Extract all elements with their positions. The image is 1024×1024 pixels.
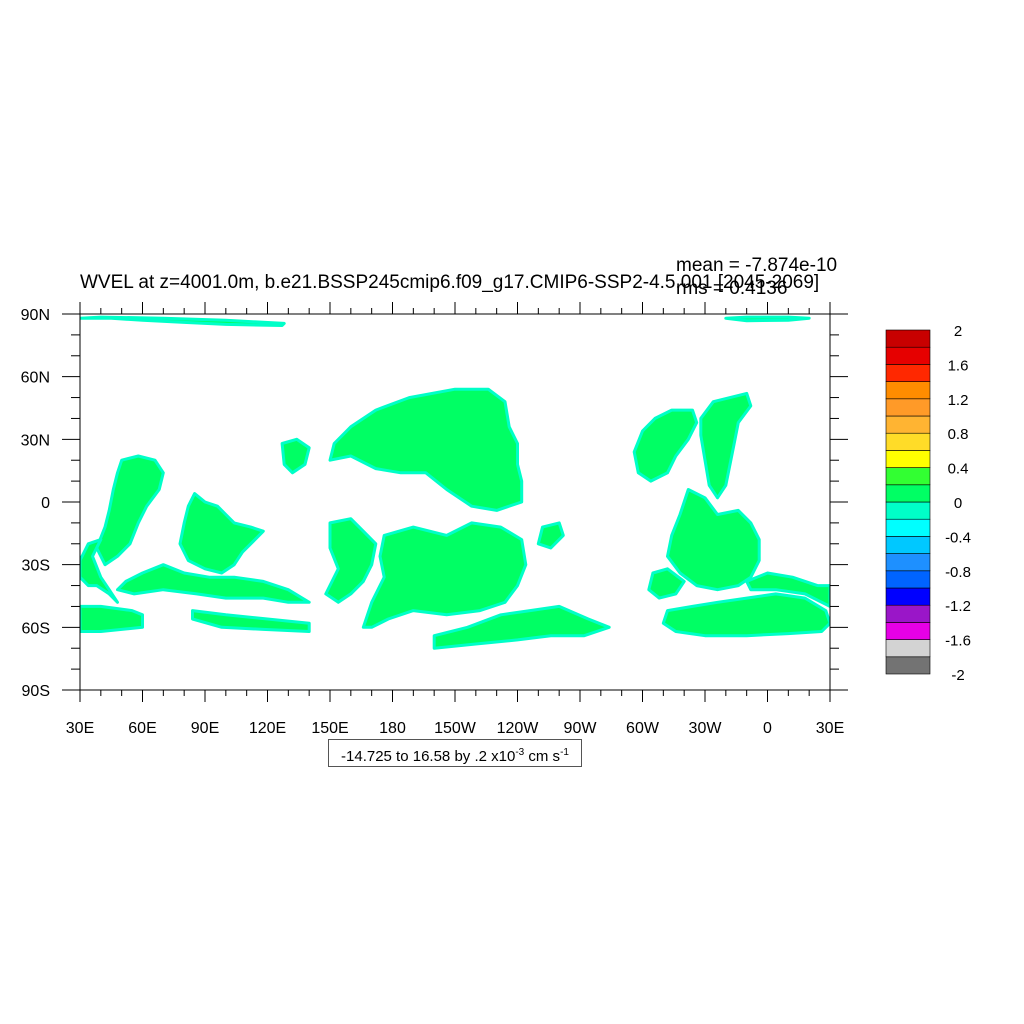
colorbar-box <box>885 604 931 623</box>
colorbar-box <box>885 398 931 417</box>
rms-statistic: rms = 0.4136 <box>676 278 788 299</box>
colorbar-box <box>885 622 931 640</box>
basin <box>536 521 565 550</box>
x-tick-label: 60E <box>128 720 156 737</box>
basin <box>191 609 311 633</box>
colorbar-box <box>885 570 931 589</box>
colorbar-label: -1.2 <box>945 598 971 615</box>
basin <box>699 391 753 500</box>
y-tick-label: 60N <box>21 370 50 387</box>
x-tick-label: 0 <box>763 720 772 737</box>
x-tick-label: 150E <box>311 720 348 737</box>
colorbar-box <box>885 484 931 503</box>
x-tick-label: 30E <box>816 720 844 737</box>
colorbar-box <box>885 432 931 451</box>
colorbar-box <box>885 656 931 675</box>
colorbar-labels: 2 1.6 1.2 0.8 0.4 0 -0.4 -0.8 -1.2 -1.6 -2 <box>945 323 971 684</box>
colorbar-label: 0.8 <box>948 426 969 443</box>
colorbar-box <box>885 518 931 537</box>
basin <box>647 567 686 600</box>
colorbar-box <box>885 346 931 365</box>
axes: 30E 60E 90E 120E 150E 180 150W 120W 90W 60W 30W 0 30… <box>21 302 848 737</box>
mean-statistic: mean = -7.874e-10 <box>676 255 838 276</box>
basin <box>80 604 144 633</box>
colorbar-box <box>885 329 931 348</box>
colorbar-box <box>885 639 931 658</box>
colorbar-label: -1.6 <box>945 633 971 650</box>
basin <box>361 521 528 629</box>
y-tick-label: 90S <box>22 683 50 700</box>
colorbar-label: -2 <box>951 667 964 684</box>
x-tick-label: 30E <box>66 720 94 737</box>
colorbar-box <box>885 587 931 606</box>
colorbar-box <box>885 467 931 486</box>
colorbar-box <box>885 501 931 520</box>
colorbar-box <box>885 381 931 400</box>
basin <box>632 408 699 483</box>
colorbar-label: -0.4 <box>945 529 971 546</box>
colorbar-label: 0.4 <box>948 461 969 478</box>
x-tick-label: 90W <box>564 720 598 737</box>
basin <box>745 571 830 608</box>
basin <box>280 437 311 475</box>
basin <box>661 592 830 638</box>
y-tick-label: 30N <box>21 432 50 449</box>
x-tick-label: 150W <box>434 720 477 737</box>
x-tick-label: 60W <box>626 720 660 737</box>
x-tick-label: 90E <box>191 720 219 737</box>
y-tick-label: 60S <box>22 620 50 637</box>
basin <box>116 563 311 604</box>
colorbar-box <box>885 553 931 572</box>
y-tick-label: 0 <box>41 495 50 512</box>
x-tick-label: 120E <box>249 720 286 737</box>
colorbar-label: 0 <box>954 495 962 512</box>
basin <box>328 387 524 512</box>
ocean-field <box>80 315 830 650</box>
colorbar-box <box>885 536 931 554</box>
x-tick-label: 180 <box>379 720 406 737</box>
basin <box>95 454 165 567</box>
contour-info-text: -14.725 to 16.58 by .2 x10 <box>341 748 516 765</box>
colorbar-label: 1.2 <box>948 392 969 409</box>
chart-title: WVEL at z=4001.0m, b.e21.BSSP245cmip6.f0… <box>80 272 820 293</box>
basin <box>666 488 761 592</box>
x-tick-label: 30W <box>689 720 723 737</box>
x-tick-label: 120W <box>497 720 540 737</box>
colorbar-label: 2 <box>954 323 962 340</box>
colorbar-boxes <box>885 329 931 675</box>
colorbar-label: -0.8 <box>945 564 971 581</box>
contour-info-exponent: -3 <box>515 747 525 758</box>
colorbar-box <box>885 415 931 434</box>
y-tick-label: 30S <box>22 558 50 575</box>
y-tick-label: 90N <box>21 307 50 324</box>
basin <box>432 604 611 650</box>
basin <box>724 315 811 323</box>
colorbar-box <box>885 364 931 382</box>
basin <box>178 492 265 575</box>
contour-info-box: -14.725 to 16.58 by .2 x10-3 cm s-1 <box>328 739 582 767</box>
basin <box>324 517 378 604</box>
basin <box>80 315 286 327</box>
contour-info-unit-exponent: -1 <box>560 747 569 758</box>
basin <box>80 538 119 604</box>
contour-info-unit: cm s <box>524 748 561 765</box>
colorbar-label: 1.6 <box>948 357 969 374</box>
colorbar-box <box>885 450 931 468</box>
